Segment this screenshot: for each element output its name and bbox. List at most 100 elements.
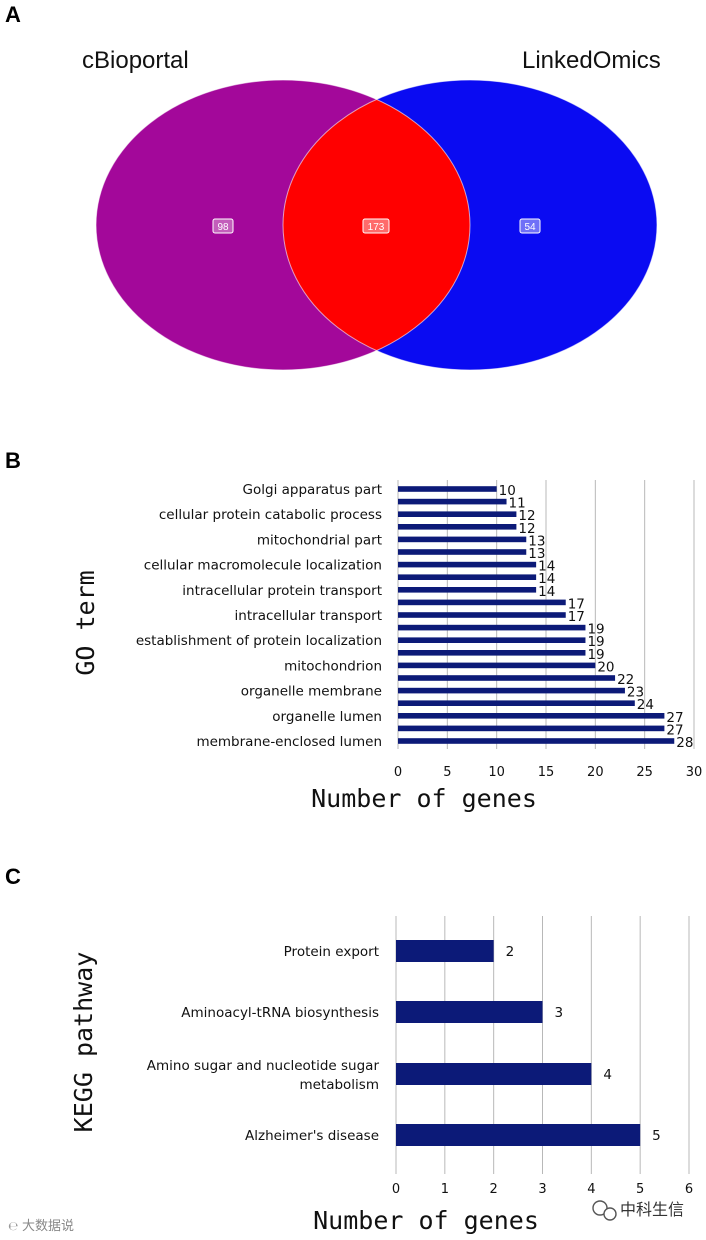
go-bar <box>398 599 566 606</box>
watermark-left-text: 大数据说 <box>22 1219 74 1234</box>
kegg-x-tick-label: 6 <box>685 1182 693 1197</box>
kegg-x-tick-label: 5 <box>636 1182 644 1197</box>
go-bar-value-label: 28 <box>676 735 693 751</box>
venn-left-count-box <box>212 218 234 234</box>
go-bar <box>398 612 566 618</box>
go-x-tick-label: 5 <box>443 765 451 780</box>
go-bar-value-label: 12 <box>518 508 535 524</box>
kegg-y-axis-title: KEGG pathway <box>69 952 98 1133</box>
kegg-bar <box>396 940 494 962</box>
go-x-axis-title: Number of genes <box>311 784 537 813</box>
kegg-x-tick-label: 4 <box>587 1182 595 1197</box>
go-bar-value-label: 27 <box>666 722 683 738</box>
kegg-bar <box>396 1124 641 1146</box>
kegg-bar-value-label: 4 <box>603 1067 612 1083</box>
go-bar <box>398 725 665 732</box>
go-bar <box>398 549 527 555</box>
venn-left-title: cBioportal <box>82 47 189 74</box>
go-bar-value-label: 22 <box>617 672 634 688</box>
go-bar-value-label: 24 <box>637 697 654 713</box>
go-bar-value-label: 19 <box>587 622 604 638</box>
go-bar-value-label: 12 <box>518 521 535 537</box>
venn-right-count: 54 <box>524 222 536 233</box>
venn-overlap-count-box <box>362 218 390 234</box>
go-bar <box>398 662 596 669</box>
kegg-x-tick-label: 0 <box>392 1182 400 1197</box>
go-bar <box>398 524 517 530</box>
go-x-tick-label: 15 <box>538 765 555 780</box>
watermark-left: ℮ 大数据说 <box>8 1219 74 1234</box>
go-bar-value-label: 14 <box>538 584 555 600</box>
go-bar <box>398 687 625 694</box>
kegg-category-label: Protein export <box>284 944 379 960</box>
watermark-right-text: 中科生信 <box>620 1200 684 1219</box>
panel-label-c: C <box>5 864 21 889</box>
kegg-x-axis-title: Number of genes <box>313 1206 539 1235</box>
kegg-x-tick-label: 3 <box>538 1182 546 1197</box>
go-bar <box>398 738 675 744</box>
kegg-category-label: Amino sugar and nucleotide sugar <box>147 1058 380 1074</box>
go-bar-value-label: 27 <box>666 710 683 726</box>
go-category-label: cellular macromolecule localization <box>144 558 382 574</box>
go-bar-value-label: 23 <box>627 685 644 701</box>
weibo-icon: ℮ <box>8 1219 18 1233</box>
go-bar <box>398 675 616 681</box>
kegg-bar-value-label: 2 <box>506 944 515 960</box>
venn-overlap <box>283 80 470 370</box>
go-bar-value-label: 11 <box>509 496 526 512</box>
wechat-icon <box>592 1200 617 1221</box>
go-bar <box>398 650 586 656</box>
go-category-label: organelle membrane <box>241 684 382 700</box>
go-bar-value-label: 14 <box>538 559 555 575</box>
go-bar-value-label: 19 <box>587 634 604 650</box>
go-y-axis-title: GO term <box>71 570 100 675</box>
go-bar-value-label: 14 <box>538 571 555 587</box>
venn-right-count-box <box>519 218 541 234</box>
go-bar <box>398 587 537 593</box>
go-category-label: intracellular protein transport <box>182 583 382 599</box>
kegg-bar-value-label: 5 <box>652 1128 661 1144</box>
go-category-label: cellular protein catabolic process <box>159 507 382 523</box>
go-category-label: membrane-enclosed lumen <box>196 734 382 750</box>
go-bar <box>398 561 537 568</box>
kegg-bar <box>396 1063 592 1085</box>
kegg-pathway-chart: 0 1 2 3 4 5 6 2 Protein export 3 Aminoacyl-tRNA bi… <box>69 916 693 1235</box>
kegg-category-label: metabolism <box>299 1077 379 1093</box>
venn-left-outline <box>95 79 471 371</box>
venn-left-count: 98 <box>217 222 229 233</box>
kegg-category-label: Aminoacyl-tRNA biosynthesis <box>181 1005 379 1021</box>
go-bar <box>398 536 527 543</box>
go-category-label: mitochondrion <box>284 658 382 674</box>
go-bar <box>398 574 537 580</box>
go-x-tick-label: 30 <box>686 765 703 780</box>
panel-label-b: B <box>5 448 21 473</box>
go-category-label: organelle lumen <box>272 709 382 725</box>
go-x-tick-label: 0 <box>394 765 402 780</box>
venn-overlap-count: 173 <box>368 222 385 233</box>
go-bar <box>398 637 586 643</box>
go-category-label: Golgi apparatus part <box>243 482 382 498</box>
go-x-tick-label: 25 <box>636 765 653 780</box>
venn-right-title: LinkedOmics <box>522 47 661 74</box>
go-bar-value-label: 10 <box>499 483 516 499</box>
kegg-bar <box>396 1001 543 1023</box>
go-category-label: establishment of protein localization <box>136 633 382 649</box>
go-bar <box>398 486 497 492</box>
venn-right-outline <box>282 79 658 371</box>
go-bar <box>398 713 665 719</box>
kegg-category-label: Alzheimer's disease <box>245 1128 379 1144</box>
go-bar-value-label: 13 <box>528 546 545 562</box>
kegg-x-tick-label: 1 <box>441 1182 449 1197</box>
go-category-label: intracellular transport <box>235 608 382 624</box>
go-bar <box>398 511 517 517</box>
go-bar <box>398 700 635 706</box>
go-x-tick-label: 10 <box>488 765 505 780</box>
go-bar-value-label: 20 <box>597 659 614 675</box>
watermark-right: 中科生信 <box>592 1200 684 1221</box>
go-bar <box>398 498 507 505</box>
go-bar-value-label: 17 <box>568 596 585 612</box>
kegg-bar-value-label: 3 <box>555 1005 564 1021</box>
go-category-label: mitochondrial part <box>257 532 382 548</box>
